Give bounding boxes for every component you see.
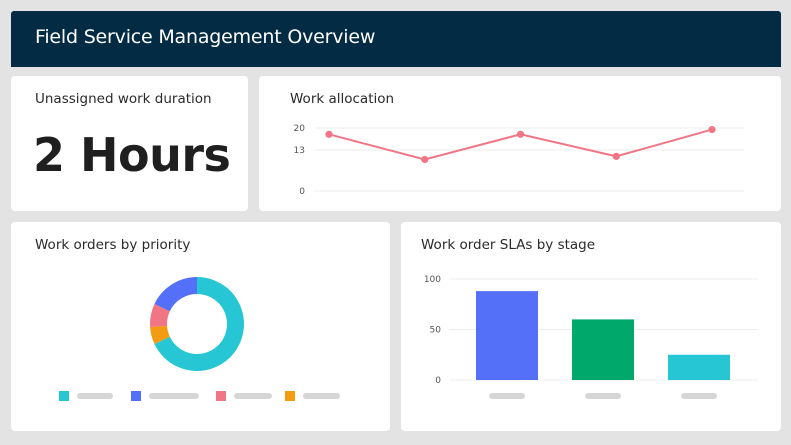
bar	[476, 291, 538, 380]
legend-swatch	[131, 391, 141, 401]
donut-slice	[150, 303, 170, 327]
legend-label-placeholder	[77, 393, 113, 399]
x-label-placeholder	[489, 393, 525, 399]
bar	[572, 319, 634, 380]
data-point	[325, 130, 333, 138]
donut-slice	[154, 277, 197, 312]
legend-label-placeholder	[303, 393, 340, 399]
legend-swatch	[285, 391, 295, 401]
unassigned-work-card[interactable]: Unassigned work duration 2 Hours	[11, 76, 248, 211]
y-tick-label: 0	[299, 187, 305, 197]
card-title: Work order SLAs by stage	[421, 237, 596, 253]
card-title: Unassigned work duration	[35, 91, 212, 107]
dashboard-header: Field Service Management Overview	[11, 11, 781, 67]
y-tick-label: 20	[294, 124, 306, 134]
bar	[668, 354, 730, 380]
data-point	[612, 152, 620, 160]
kpi-value: 2 Hours	[33, 128, 231, 182]
y-tick-label: 100	[424, 275, 441, 285]
page-title: Field Service Management Overview	[35, 26, 376, 48]
y-tick-label: 0	[435, 376, 441, 386]
y-tick-label: 13	[294, 146, 305, 156]
legend-swatch	[59, 391, 69, 401]
card-title: Work allocation	[290, 91, 395, 107]
work-allocation-chart: 20 13 0	[294, 124, 744, 197]
data-point	[516, 130, 525, 138]
work-orders-priority-card[interactable]: Work orders by priority	[11, 222, 390, 431]
priority-donut-chart	[59, 277, 340, 401]
y-tick-label: 50	[430, 326, 442, 336]
card-title: Work orders by priority	[35, 237, 191, 253]
data-point	[708, 125, 716, 134]
donut-slice	[150, 325, 170, 345]
donut-slice	[154, 277, 244, 371]
sla-bar-chart: 100 50 0	[424, 275, 758, 399]
sla-by-stage-card[interactable]: Work order SLAs by stage 100 50 0	[401, 222, 781, 431]
legend-swatch	[216, 391, 226, 401]
x-label-placeholder	[681, 393, 717, 399]
data-point	[421, 155, 429, 164]
x-label-placeholder	[585, 393, 621, 399]
legend-label-placeholder	[234, 393, 272, 399]
work-allocation-card[interactable]: Work allocation 20 13 0	[259, 76, 781, 211]
legend-label-placeholder	[149, 393, 199, 399]
